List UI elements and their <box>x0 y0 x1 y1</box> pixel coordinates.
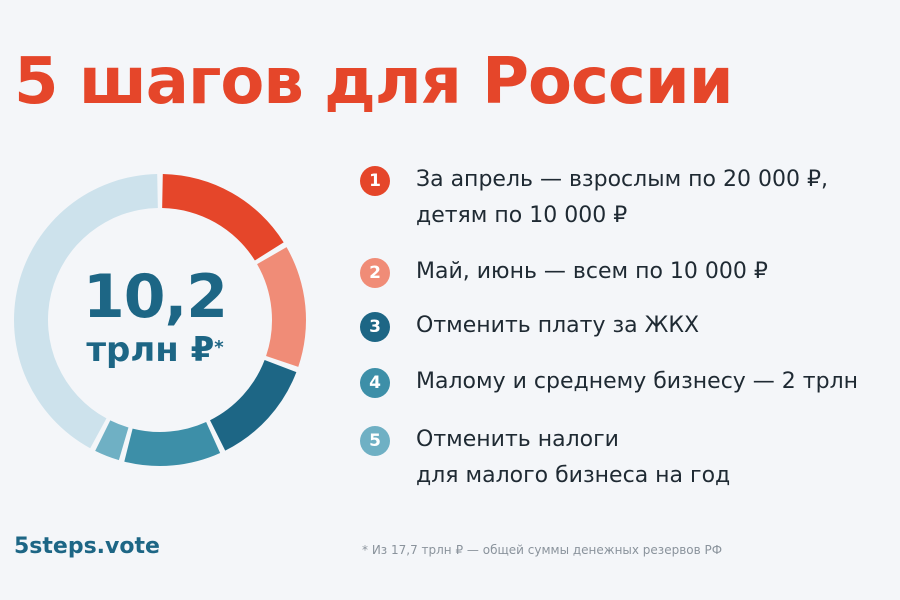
step-text: Отменить налоги для малого бизнеса на го… <box>416 422 730 494</box>
step-line: детям по 10 000 ₽ <box>416 203 628 228</box>
step-number-badge: 3 <box>360 312 390 342</box>
page-title: 5 шагов для России <box>14 45 734 119</box>
donut-segment-step-2 <box>257 247 306 367</box>
step-line: для малого бизнеса на год <box>416 463 731 488</box>
step-number-badge: 5 <box>360 426 390 456</box>
total-value: 10,2 <box>82 262 228 332</box>
step-1: 1 За апрель — взрослым по 20 000 ₽, детя… <box>360 162 828 234</box>
donut-segment-step-5 <box>95 420 129 461</box>
step-line: За апрель — взрослым по 20 000 ₽, <box>416 167 828 192</box>
donut-chart <box>14 174 306 467</box>
donut-segment-step-4 <box>124 422 221 467</box>
step-text: За апрель — взрослым по 20 000 ₽, детям … <box>416 162 828 234</box>
step-line: Отменить налоги <box>416 427 619 452</box>
total-unit: трлн ₽* <box>60 328 250 372</box>
step-number-badge: 1 <box>360 166 390 196</box>
step-text: Отменить плату за ЖКХ <box>416 308 699 344</box>
step-text: Май, июнь — всем по 10 000 ₽ <box>416 254 768 290</box>
step-number-badge: 2 <box>360 258 390 288</box>
website-link[interactable]: 5steps.vote <box>14 534 160 559</box>
donut-segment-remaining <box>14 174 158 449</box>
step-line: Май, июнь — всем по 10 000 ₽ <box>416 259 768 284</box>
step-5: 5 Отменить налоги для малого бизнеса на … <box>360 422 730 494</box>
step-number-badge: 4 <box>360 368 390 398</box>
step-text: Малому и среднему бизнесу — 2 трлн <box>416 364 858 400</box>
footnote: * Из 17,7 трлн ₽ — общей суммы денежных … <box>362 543 723 557</box>
step-2: 2 Май, июнь — всем по 10 000 ₽ <box>360 254 768 290</box>
total-unit-text: трлн ₽ <box>86 330 215 370</box>
footnote-asterisk: * <box>214 337 224 358</box>
step-4: 4 Малому и среднему бизнесу — 2 трлн <box>360 364 858 400</box>
step-3: 3 Отменить плату за ЖКХ <box>360 308 699 344</box>
donut-segment-step-1 <box>162 174 284 261</box>
step-line: Малому и среднему бизнесу — 2 трлн <box>416 369 859 394</box>
step-line: Отменить плату за ЖКХ <box>416 313 700 338</box>
donut-segment-step-3 <box>210 360 297 451</box>
